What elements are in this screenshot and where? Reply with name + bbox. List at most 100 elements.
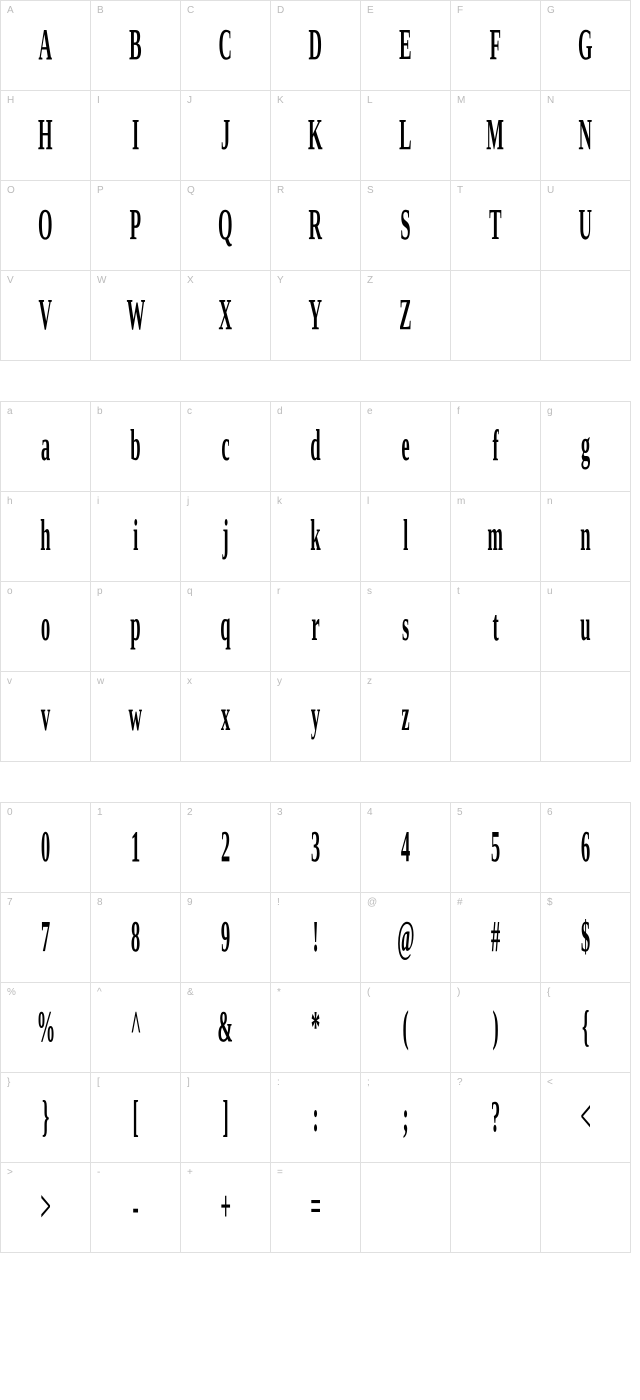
glyph-cell: CC [181, 1, 271, 91]
key-label: 9 [187, 897, 193, 908]
key-label: 2 [187, 807, 193, 818]
glyph-display: ^ [130, 1005, 141, 1049]
glyph-cell: kk [271, 492, 361, 582]
empty-cell [451, 1163, 541, 1253]
empty-cell [451, 672, 541, 762]
key-label: < [547, 1077, 553, 1088]
glyph-display: } [42, 1095, 49, 1139]
glyph-section-lowercase: aabbccddeeffgghhiijjkkllmmnnooppqqrrsstt… [0, 401, 640, 762]
glyph-cell: LL [361, 91, 451, 181]
glyph-display: Q [218, 203, 233, 247]
glyph-display: 8 [131, 915, 140, 959]
key-label: 7 [7, 897, 13, 908]
key-label: y [277, 676, 282, 687]
glyph-display: g [581, 424, 590, 468]
key-label: r [277, 586, 280, 597]
glyph-cell: nn [541, 492, 631, 582]
glyph-display: @ [397, 915, 414, 959]
glyph-cell: hh [1, 492, 91, 582]
empty-cell [361, 1163, 451, 1253]
glyph-display: C [219, 23, 233, 67]
glyph-display: 4 [401, 825, 410, 869]
glyph-display: 3 [311, 825, 320, 869]
key-label: K [277, 95, 284, 106]
glyph-section-uppercase: AABBCCDDEEFFGGHHIIJJKKLLMMNNOOPPQQRRSSTT… [0, 0, 640, 361]
glyph-display: [ [132, 1095, 138, 1139]
glyph-cell: WW [91, 271, 181, 361]
glyph-display: F [490, 23, 501, 67]
key-label: n [547, 496, 553, 507]
key-label: 3 [277, 807, 283, 818]
key-label: D [277, 5, 284, 16]
key-label: J [187, 95, 192, 106]
glyph-display: r [311, 604, 319, 648]
glyph-display: ! [312, 915, 318, 959]
glyph-cell: )) [451, 983, 541, 1073]
glyph-cell: FF [451, 1, 541, 91]
glyph-cell: UU [541, 181, 631, 271]
key-label: c [187, 406, 192, 417]
key-label: q [187, 586, 193, 597]
glyph-cell: 88 [91, 893, 181, 983]
glyph-display: l [403, 514, 408, 558]
key-label: z [367, 676, 372, 687]
glyph-display: b [130, 424, 140, 468]
key-label: 5 [457, 807, 463, 818]
glyph-display: 0 [41, 825, 50, 869]
glyph-display: K [308, 113, 323, 157]
glyph-display: f [492, 424, 498, 468]
glyph-display: N [579, 113, 593, 157]
glyph-display: X [219, 293, 233, 337]
glyph-cell: BB [91, 1, 181, 91]
key-label: - [97, 1167, 100, 1178]
key-label: { [547, 987, 550, 998]
glyph-cell: uu [541, 582, 631, 672]
glyph-cell: ^^ [91, 983, 181, 1073]
key-label: w [97, 676, 104, 687]
glyph-cell: ll [361, 492, 451, 582]
glyph-display: # [491, 915, 500, 959]
key-label: & [187, 987, 194, 998]
glyph-display: 6 [581, 825, 590, 869]
key-label: 1 [97, 807, 103, 818]
key-label: ) [457, 987, 460, 998]
glyph-cell: dd [271, 402, 361, 492]
glyph-cell: ee [361, 402, 451, 492]
glyph-display: I [132, 113, 139, 157]
glyph-display: E [399, 23, 411, 67]
glyph-cell: 55 [451, 803, 541, 893]
glyph-cell: jj [181, 492, 271, 582]
glyph-display: M [487, 113, 505, 157]
glyph-cell: :: [271, 1073, 361, 1163]
glyph-cell: AA [1, 1, 91, 91]
key-label: M [457, 95, 465, 106]
glyph-cell: RR [271, 181, 361, 271]
glyph-cell: YY [271, 271, 361, 361]
glyph-cell: ?? [451, 1073, 541, 1163]
key-label: o [7, 586, 13, 597]
key-label: j [187, 496, 189, 507]
glyph-cell: VV [1, 271, 91, 361]
glyph-cell: xx [181, 672, 271, 762]
glyph-display: B [129, 23, 141, 67]
glyph-display: i [133, 514, 138, 558]
glyph-display: z [401, 694, 409, 738]
key-label: 4 [367, 807, 373, 818]
glyph-cell: >> [1, 1163, 91, 1253]
glyph-cell: II [91, 91, 181, 181]
glyph-display: : [312, 1095, 318, 1139]
glyph-display: y [311, 694, 320, 738]
key-label: a [7, 406, 13, 417]
glyph-cell: QQ [181, 181, 271, 271]
key-label: [ [97, 1077, 100, 1088]
glyph-cell: ff [451, 402, 541, 492]
key-label: p [97, 586, 103, 597]
glyph-cell: SS [361, 181, 451, 271]
glyph-display: 1 [131, 825, 140, 869]
glyph-cell: vv [1, 672, 91, 762]
key-label: 8 [97, 897, 103, 908]
glyph-display: n [580, 514, 590, 558]
glyph-display: x [221, 694, 230, 738]
key-label: E [367, 5, 374, 16]
glyph-display: $ [581, 915, 590, 959]
